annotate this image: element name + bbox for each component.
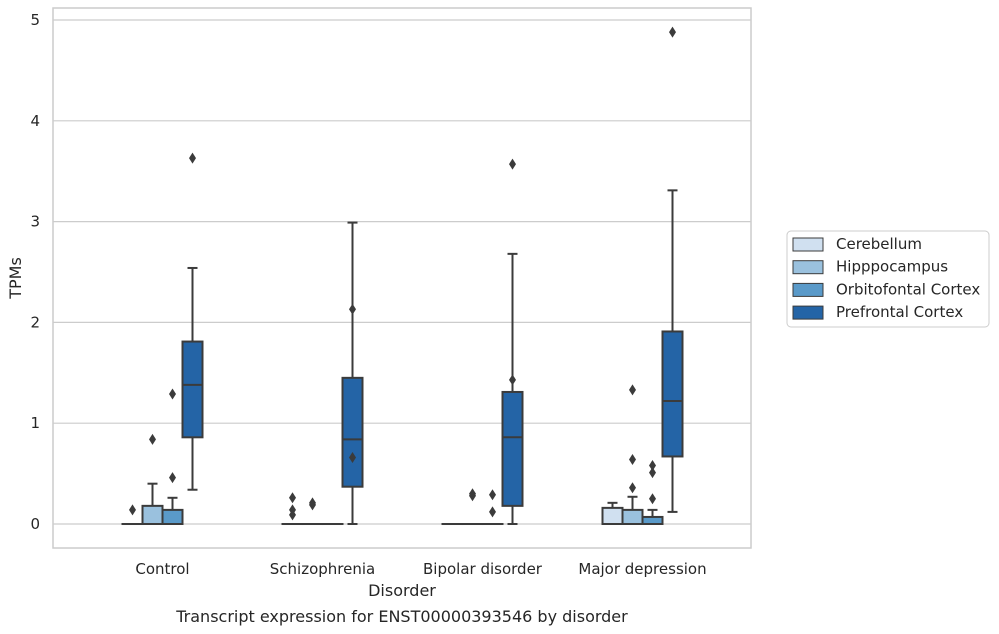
legend-entry: Prefrontal Cortex [836, 303, 963, 321]
box-series [121, 26, 684, 526]
box-body [181, 340, 204, 439]
legend-swatch [792, 260, 824, 275]
x-tick-label: Major depression [578, 560, 706, 578]
outlier-point [469, 490, 476, 502]
box-2-1 [461, 488, 484, 526]
outlier-point [629, 384, 636, 396]
box-0-2 [161, 388, 184, 526]
outlier-point [509, 158, 516, 170]
outlier-point [509, 374, 516, 386]
outlier-point [489, 489, 496, 501]
y-tick-label: 2 [30, 313, 40, 331]
y-tick-label: 4 [30, 112, 40, 130]
box-2-3 [501, 158, 524, 525]
x-tick-label: Control [135, 560, 189, 578]
outlier-point [629, 453, 636, 465]
y-tick-label: 1 [30, 414, 40, 432]
box-1-1 [301, 497, 324, 526]
plot-frame [52, 7, 752, 549]
box-3-1 [621, 384, 644, 526]
box-body [601, 506, 624, 526]
legend-entry: Hipppocampus [836, 258, 948, 276]
grid-lines [53, 19, 751, 525]
box-0-0 [121, 504, 144, 526]
outlier-point [629, 482, 636, 494]
box-body [161, 508, 184, 526]
legend: Cerebellum Hipppocampus Orbitofontal Corte… [786, 230, 990, 328]
legend-swatch [792, 237, 824, 252]
legend-entry: Cerebellum [836, 235, 922, 253]
y-axis-label: TPMs [6, 257, 25, 300]
outlier-point [349, 451, 356, 463]
outlier-point [669, 26, 676, 38]
legend-entry: Orbitofontal Cortex [836, 280, 980, 298]
box-3-2 [641, 460, 664, 525]
box-body [341, 376, 364, 488]
box-3-0 [601, 501, 624, 526]
y-axis-ticks: 0 1 2 3 4 5 [30, 11, 40, 533]
box-body [141, 504, 164, 525]
box-body [501, 390, 524, 507]
outlier-point [129, 504, 136, 516]
box-3-3 [661, 26, 684, 513]
box-body [661, 330, 684, 458]
outlier-point [149, 433, 156, 445]
box-body [641, 515, 664, 525]
y-tick-label: 5 [30, 11, 40, 29]
box-1-0 [281, 492, 304, 526]
legend-swatch [792, 305, 824, 320]
box-1-3 [341, 221, 364, 525]
outlier-point [649, 460, 656, 472]
x-tick-label: Bipolar disorder [423, 560, 543, 578]
x-tick-label: Schizophrenia [270, 560, 375, 578]
outlier-point [349, 303, 356, 315]
box-body [621, 508, 644, 526]
outlier-point [169, 388, 176, 400]
outlier-point [169, 472, 176, 484]
legend-swatch [792, 282, 824, 297]
outlier-point [309, 499, 316, 511]
y-tick-label: 0 [30, 515, 40, 533]
outlier-point [289, 492, 296, 504]
chart-title: Transcript expression for ENST0000039354… [175, 607, 628, 626]
box-2-2 [481, 489, 504, 526]
outlier-point [649, 493, 656, 505]
outlier-point [649, 467, 656, 479]
outlier-point [489, 506, 496, 518]
box-0-3 [181, 152, 204, 491]
legend-frame [786, 230, 990, 328]
x-axis-label: Disorder [368, 581, 436, 600]
y-tick-label: 3 [30, 213, 40, 231]
x-axis-ticks: Control Schizophrenia Bipolar disorder Majo… [135, 560, 706, 578]
box-0-1 [141, 433, 164, 525]
outlier-point [289, 509, 296, 521]
outlier-point [189, 152, 196, 164]
